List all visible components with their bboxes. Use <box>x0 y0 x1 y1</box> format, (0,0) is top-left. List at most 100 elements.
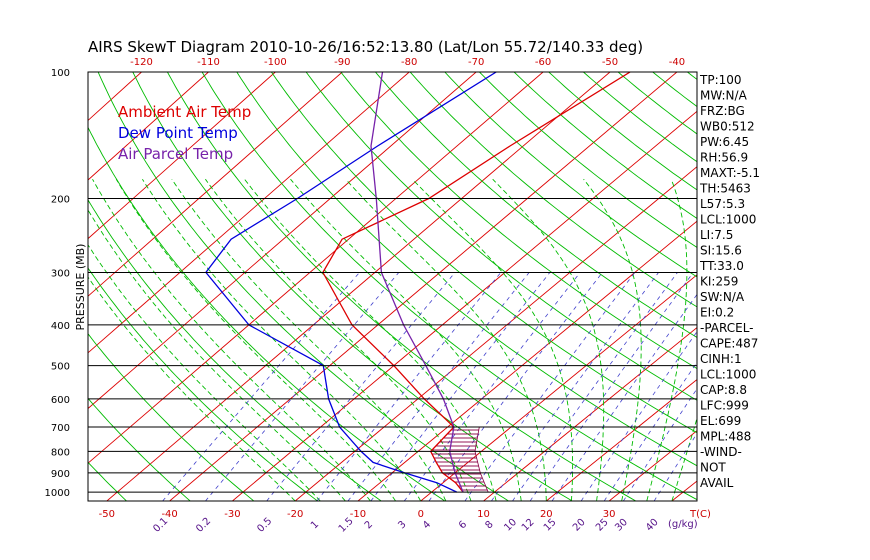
bottom-temp-tick-label: 20 <box>540 509 553 520</box>
isotherm-line <box>860 72 870 501</box>
mixing-ratio-tick-label: 20 <box>571 517 588 534</box>
pressure-tick-label: 900 <box>51 469 70 480</box>
stability-index-item: CAPE:487 <box>700 337 758 351</box>
mixing-ratio-tick-label: 0.5 <box>255 516 274 535</box>
stability-index-item: -WIND- <box>700 445 742 459</box>
bottom-temp-tick-label: -10 <box>350 509 366 520</box>
mixing-ratio-unit-label: (g/kg) <box>668 519 698 530</box>
bottom-temp-tick-label: 10 <box>477 509 490 520</box>
stability-index-item: MAXT:-5.1 <box>700 166 760 180</box>
mixing-ratio-line <box>603 361 697 501</box>
mixing-ratio-line <box>622 388 697 501</box>
isotherm-line <box>106 72 611 501</box>
dry-adiabat-line <box>409 72 697 308</box>
stability-index-item: PW:6.45 <box>700 135 749 149</box>
stability-index-item: FRZ:BG <box>700 104 745 118</box>
isotherm-line <box>169 72 678 501</box>
isotherm-line <box>232 110 697 501</box>
pressure-tick-label: 600 <box>51 395 70 406</box>
dry-adiabat-line <box>444 72 697 278</box>
mixing-ratio-tick-label: 8 <box>483 519 495 531</box>
stability-index-item: LFC:999 <box>700 399 749 413</box>
top-temp-tick-label: -70 <box>468 57 484 68</box>
mixing-ratio-line <box>205 272 400 501</box>
legend: Ambient Air Temp Dew Point Temp Air Parc… <box>118 103 251 163</box>
air-parcel-temp-line <box>370 72 464 493</box>
isotherm-line <box>88 72 544 464</box>
moist-adiabat-line <box>88 244 321 501</box>
dry-adiabat-line <box>652 72 697 108</box>
stability-index-item: L57:5.3 <box>700 197 745 211</box>
isotherm-line <box>88 72 477 410</box>
stability-index-item: CINH:1 <box>700 352 742 366</box>
moist-adiabat-line <box>115 178 396 501</box>
mixing-ratio-tick-label: 12 <box>520 517 537 534</box>
ambient-air-temp-line <box>322 72 631 493</box>
mixing-ratio-line <box>370 272 551 501</box>
stability-index-item: WB0:512 <box>700 120 755 134</box>
dry-adiabat-line <box>201 72 697 501</box>
legend-item: Ambient Air Temp <box>118 103 251 121</box>
dry-adiabat-line <box>88 126 446 501</box>
moist-adiabat-line <box>671 416 697 501</box>
isobar-lines <box>87 71 698 502</box>
stability-index-item: TH:5463 <box>699 182 751 196</box>
bottom-temp-tick-label: 30 <box>603 509 616 520</box>
moist-adiabat-line <box>583 178 642 501</box>
dry-adiabat-line <box>305 72 697 401</box>
pressure-tick-label: 100 <box>51 68 70 79</box>
stability-index-item: TT:33.0 <box>699 259 744 273</box>
stability-index-item: AVAIL <box>700 476 734 490</box>
mixing-ratio-line <box>266 272 456 501</box>
y-axis-label: PRESSURE (MB) <box>74 244 87 331</box>
legend-item: Air Parcel Temp <box>118 145 233 163</box>
stability-index-item: -PARCEL- <box>700 321 754 335</box>
pressure-tick-label: 800 <box>51 447 70 458</box>
stability-index-item: KI:259 <box>700 275 738 289</box>
stability-index-item: NOT <box>700 461 726 475</box>
dry-adiabat-line <box>548 72 697 191</box>
mixing-ratio-line <box>653 432 697 501</box>
stability-index-item: LCL:1000 <box>700 213 756 227</box>
dry-adiabat-line <box>583 72 697 163</box>
top-temp-tick-label: -60 <box>535 57 551 68</box>
mixing-ratio-line <box>316 272 502 501</box>
dry-adiabat-line <box>97 72 509 501</box>
mixing-ratio-line <box>551 293 697 501</box>
dry-adiabat-line <box>167 72 637 501</box>
dry-adiabat-line <box>88 267 318 501</box>
isotherm-line <box>420 274 697 501</box>
bottom-temp-tick-label: 0 <box>418 509 424 520</box>
moist-adiabat-line <box>345 178 547 501</box>
stability-index-item: EL:699 <box>700 414 741 428</box>
pressure-tick-label: 300 <box>51 268 70 279</box>
mixing-ratio-line <box>491 272 659 501</box>
mixing-ratio-tick-label: 2 <box>363 519 375 531</box>
isotherm-line <box>546 378 697 501</box>
stability-indices: TP:100MW:N/AFRZ:BGWB0:512PW:6.45RH:56.9M… <box>699 73 760 490</box>
dry-adiabat-line <box>757 72 870 501</box>
stability-index-item: MPL:488 <box>700 430 751 444</box>
dry-adiabat-line <box>375 72 697 338</box>
isotherm-line <box>88 72 209 181</box>
moist-adiabat-line <box>142 178 422 501</box>
pressure-tick-label: 500 <box>51 362 70 373</box>
top-temp-tick-label: -110 <box>197 57 220 68</box>
isotherm-line <box>294 166 697 501</box>
mixing-ratio-tick-label: 3 <box>396 519 408 531</box>
stability-index-item: SI:15.6 <box>700 244 742 258</box>
mixing-ratio-tick-label: 0.2 <box>194 516 213 535</box>
mixing-ratio-line <box>580 330 697 501</box>
moist-adiabat-line <box>492 178 605 501</box>
bottom-temp-tick-label: -50 <box>99 509 115 520</box>
pressure-tick-label: 200 <box>51 194 70 205</box>
chart-title: AIRS SkewT Diagram 2010-10-26/16:52:13.8… <box>88 38 643 56</box>
pressure-tick-label: 1000 <box>45 488 70 499</box>
mixing-ratio-line <box>512 272 678 501</box>
grid-lines <box>0 72 870 501</box>
pressure-tick-label: 700 <box>51 423 70 434</box>
mixing-ratio-tick-label: 1 <box>309 519 321 531</box>
isotherm-line <box>0 72 8 501</box>
moist-adiabat-line <box>244 178 497 501</box>
dry-adiabat-line <box>236 72 697 467</box>
